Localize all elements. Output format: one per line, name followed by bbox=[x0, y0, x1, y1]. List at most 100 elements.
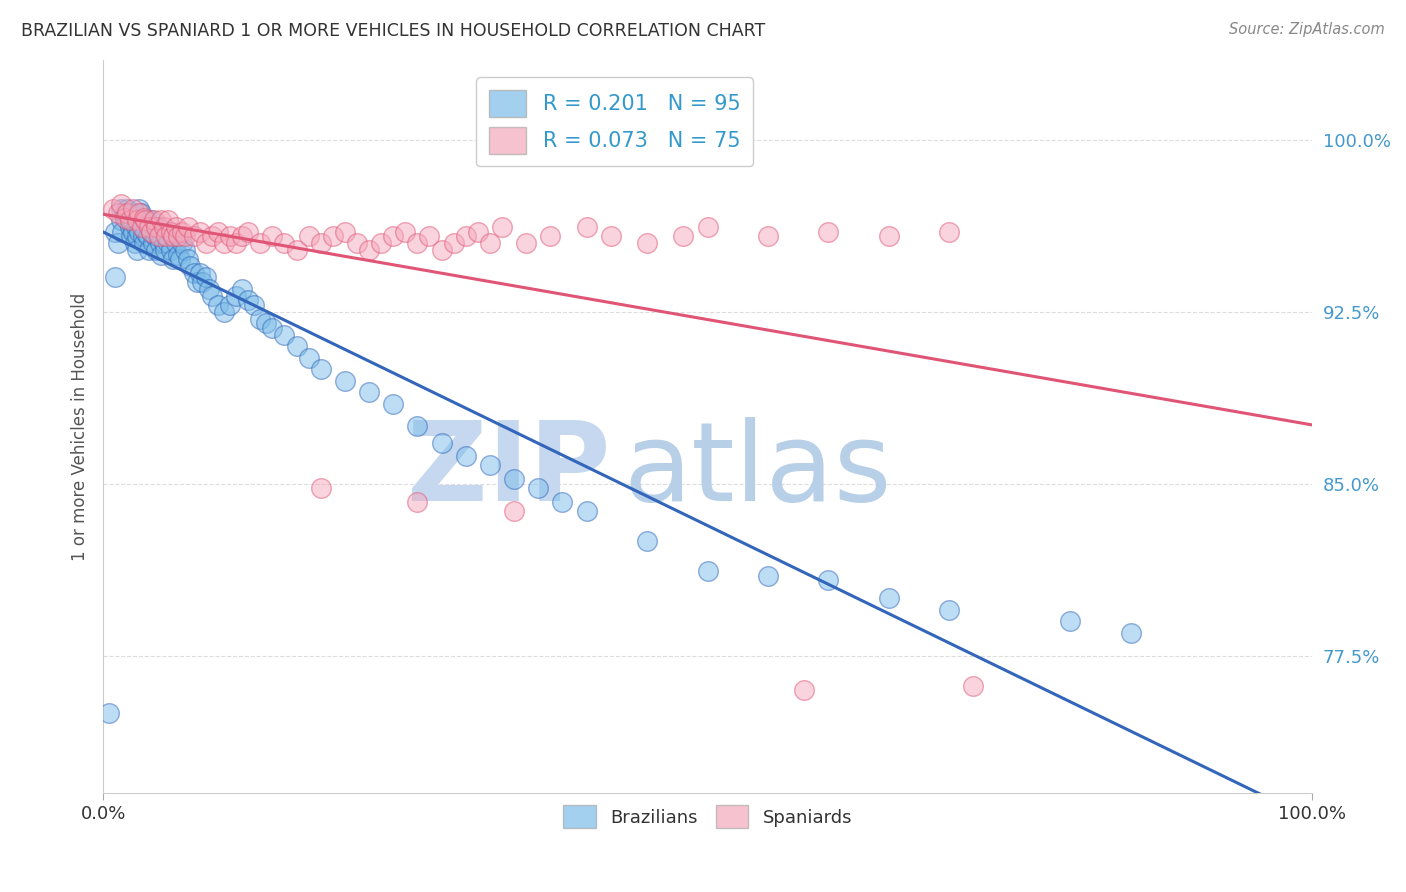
Point bbox=[357, 243, 380, 257]
Point bbox=[124, 235, 146, 250]
Point bbox=[817, 225, 839, 239]
Point bbox=[201, 229, 224, 244]
Point bbox=[225, 289, 247, 303]
Point bbox=[110, 202, 132, 216]
Point bbox=[1059, 615, 1081, 629]
Point bbox=[333, 225, 356, 239]
Point bbox=[118, 213, 141, 227]
Point bbox=[207, 298, 229, 312]
Point bbox=[157, 213, 180, 227]
Point bbox=[183, 266, 205, 280]
Point bbox=[249, 311, 271, 326]
Point bbox=[134, 213, 156, 227]
Point bbox=[132, 229, 155, 244]
Point bbox=[117, 202, 139, 216]
Point bbox=[122, 202, 145, 216]
Point bbox=[114, 206, 136, 220]
Point bbox=[454, 229, 477, 244]
Point bbox=[877, 591, 900, 606]
Point bbox=[382, 396, 405, 410]
Point bbox=[817, 573, 839, 587]
Point bbox=[212, 235, 235, 250]
Point bbox=[467, 225, 489, 239]
Point bbox=[478, 458, 501, 473]
Point bbox=[382, 229, 405, 244]
Point bbox=[430, 435, 453, 450]
Point bbox=[165, 219, 187, 234]
Point bbox=[207, 225, 229, 239]
Point bbox=[125, 229, 148, 244]
Point bbox=[515, 235, 537, 250]
Point bbox=[169, 252, 191, 266]
Point bbox=[142, 235, 165, 250]
Point bbox=[162, 252, 184, 266]
Point bbox=[128, 206, 150, 220]
Point bbox=[128, 213, 150, 227]
Point bbox=[121, 213, 143, 227]
Point bbox=[938, 225, 960, 239]
Point bbox=[155, 229, 177, 244]
Point bbox=[134, 211, 156, 225]
Point bbox=[194, 235, 217, 250]
Point bbox=[162, 229, 184, 244]
Point bbox=[134, 235, 156, 250]
Point bbox=[201, 289, 224, 303]
Point bbox=[231, 282, 253, 296]
Point bbox=[672, 229, 695, 244]
Point bbox=[309, 362, 332, 376]
Point bbox=[110, 197, 132, 211]
Point bbox=[122, 225, 145, 239]
Point bbox=[145, 219, 167, 234]
Point bbox=[136, 229, 159, 244]
Point bbox=[155, 229, 177, 244]
Point bbox=[138, 219, 160, 234]
Point bbox=[104, 270, 127, 285]
Point bbox=[443, 235, 465, 250]
Point bbox=[503, 472, 526, 486]
Point bbox=[309, 482, 332, 496]
Point bbox=[298, 229, 321, 244]
Point bbox=[120, 229, 142, 244]
Point bbox=[138, 243, 160, 257]
Point bbox=[346, 235, 368, 250]
Point bbox=[238, 293, 260, 308]
Point bbox=[285, 339, 308, 353]
Point bbox=[538, 229, 561, 244]
Point bbox=[125, 213, 148, 227]
Point bbox=[159, 225, 181, 239]
Point bbox=[219, 229, 242, 244]
Text: Source: ZipAtlas.com: Source: ZipAtlas.com bbox=[1229, 22, 1385, 37]
Point bbox=[122, 206, 145, 220]
Point bbox=[454, 450, 477, 464]
Point bbox=[636, 534, 658, 549]
Point bbox=[135, 213, 157, 227]
Point bbox=[503, 504, 526, 518]
Point bbox=[153, 243, 176, 257]
Point bbox=[141, 225, 163, 239]
Point bbox=[1119, 625, 1142, 640]
Point bbox=[551, 495, 574, 509]
Point bbox=[186, 275, 208, 289]
Point bbox=[101, 202, 124, 216]
Point bbox=[150, 247, 173, 261]
Point bbox=[575, 504, 598, 518]
Point bbox=[298, 351, 321, 365]
Point bbox=[174, 229, 197, 244]
Point bbox=[333, 374, 356, 388]
Point bbox=[273, 327, 295, 342]
Point bbox=[357, 385, 380, 400]
Point bbox=[406, 495, 429, 509]
Legend: Brazilians, Spaniards: Brazilians, Spaniards bbox=[555, 798, 859, 836]
Point bbox=[142, 213, 165, 227]
Point bbox=[170, 235, 193, 250]
Point bbox=[394, 225, 416, 239]
Text: BRAZILIAN VS SPANIARD 1 OR MORE VEHICLES IN HOUSEHOLD CORRELATION CHART: BRAZILIAN VS SPANIARD 1 OR MORE VEHICLES… bbox=[21, 22, 765, 40]
Point bbox=[238, 225, 260, 239]
Point bbox=[148, 229, 170, 244]
Point bbox=[478, 235, 501, 250]
Point bbox=[149, 235, 172, 250]
Point bbox=[696, 219, 718, 234]
Point bbox=[125, 219, 148, 234]
Point bbox=[696, 564, 718, 578]
Point bbox=[145, 243, 167, 257]
